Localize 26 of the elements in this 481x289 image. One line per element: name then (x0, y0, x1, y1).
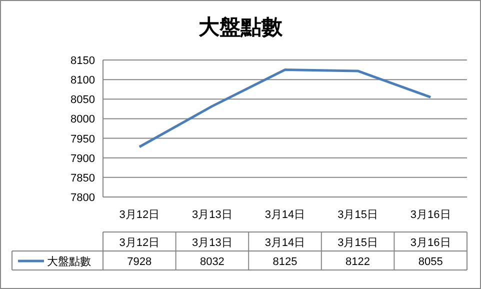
data-label: 8122 (346, 256, 370, 268)
x-tick-label: 3月16日 (410, 209, 451, 221)
y-tick-label: 7900 (70, 152, 95, 165)
y-tick-label: 8150 (70, 55, 95, 67)
category-label: 3月15日 (338, 237, 378, 249)
y-tick-label: 7800 (70, 192, 95, 204)
y-tick-label: 7950 (70, 133, 95, 146)
x-tick-label: 3月14日 (264, 209, 306, 221)
category-label: 3月13日 (192, 237, 232, 249)
y-tick-label: 8050 (70, 94, 95, 106)
category-label: 3月12日 (119, 237, 160, 249)
data-label: 8055 (418, 256, 443, 268)
legend-label: 大盤點數 (47, 255, 91, 268)
data-label: 7928 (127, 256, 152, 268)
line-series (138, 68, 432, 148)
x-tick-label: 3月13日 (192, 209, 232, 221)
x-tick-label: 3月12日 (119, 209, 160, 221)
y-tick-label: 7850 (70, 172, 95, 184)
x-tick-label: 3月15日 (338, 209, 378, 221)
category-label: 3月14日 (264, 237, 306, 249)
y-tick-label: 8000 (70, 114, 95, 126)
chart-title: 大盤點數 (198, 14, 284, 39)
data-label: 8125 (272, 256, 298, 268)
data-label: 8032 (200, 256, 224, 268)
category-label: 3月16日 (410, 237, 451, 249)
y-tick-label: 8100 (70, 74, 95, 87)
